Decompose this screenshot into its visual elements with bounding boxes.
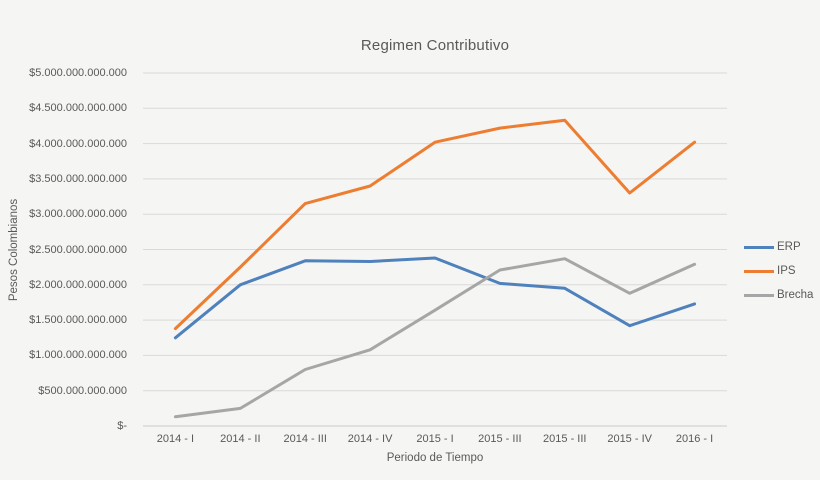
y-tick-label: $500.000.000.000 <box>38 384 127 397</box>
x-axis-title: Periodo de Tiempo <box>386 452 484 464</box>
legend-item-erp: ERP <box>744 235 813 259</box>
x-tick-label: 2015 - III <box>478 433 522 445</box>
legend-item-brecha: Brecha <box>744 283 813 307</box>
legend: ERP IPS Brecha <box>744 235 813 307</box>
legend-line-swatch <box>744 293 774 297</box>
x-tick-label: 2016 - I <box>675 433 714 445</box>
y-tick-label: $5.000.000.000.000 <box>29 67 127 79</box>
y-tick-label: $2.000.000.000.000 <box>29 278 127 291</box>
y-tick-label: $2.500.000.000.000 <box>29 243 127 256</box>
legend-label: ERP <box>777 241 801 253</box>
x-tick-label: 2015 - I <box>416 433 454 445</box>
chart-title: Regimen Contributivo <box>360 37 510 54</box>
series-line-brecha <box>173 257 697 419</box>
y-tick-label: $4.500.000.000.000 <box>29 102 127 115</box>
legend-line-swatch <box>744 245 774 249</box>
series-line-erp <box>173 256 697 340</box>
legend-item-ips: IPS <box>744 259 813 283</box>
y-tick-label: $- <box>117 420 127 432</box>
x-tick-label: 2014 - I <box>156 433 195 445</box>
x-tick-label: 2015 - IV <box>607 433 652 445</box>
x-tick-label: 2014 - II <box>220 433 261 445</box>
y-tick-label: $3.000.000.000.000 <box>29 208 127 221</box>
y-tick-label: $4.000.000.000.000 <box>29 137 127 150</box>
y-tick-label: $1.500.000.000.000 <box>29 314 127 327</box>
legend-label: IPS <box>777 265 796 277</box>
y-tick-label: $3.500.000.000.000 <box>29 172 127 185</box>
legend-label: Brecha <box>777 289 814 301</box>
y-tick-label: $1.000.000.000.000 <box>29 349 127 362</box>
legend-line-swatch <box>744 269 774 273</box>
series-line-ips <box>173 118 697 331</box>
x-tick-label: 2014 - III <box>283 433 327 445</box>
x-tick-label: 2015 - III <box>543 433 587 445</box>
x-tick-label: 2014 - IV <box>347 433 393 445</box>
